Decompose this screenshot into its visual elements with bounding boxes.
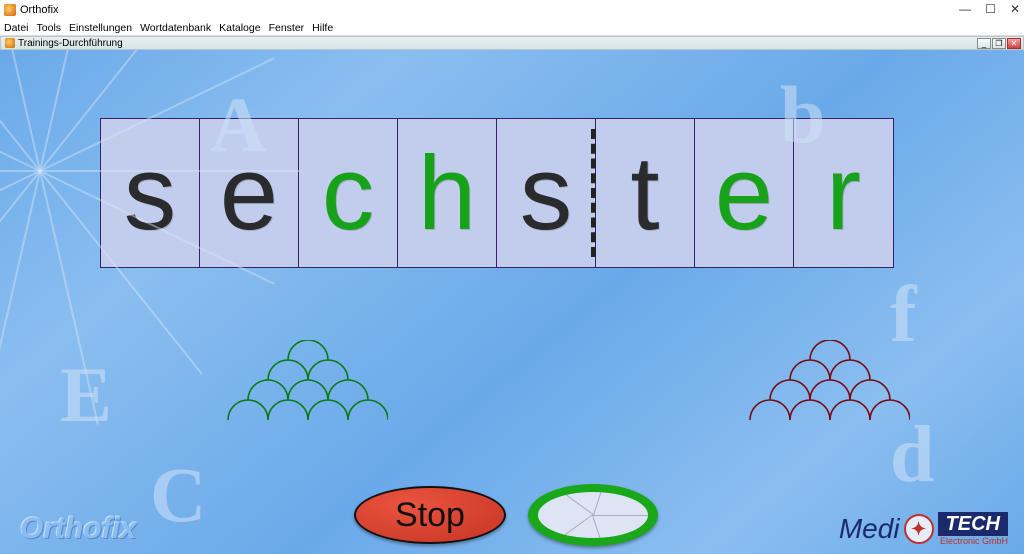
meditech-logo: Medi ✦ TECH Electronic GmbH	[839, 512, 1008, 546]
subwindow-titlebar: Trainings-Durchführung _ ❐ ✕	[0, 36, 1024, 50]
letter-tile[interactable]: c	[299, 119, 398, 267]
subwin-minimize-icon[interactable]: _	[977, 38, 991, 49]
menu-fenster[interactable]: Fenster	[269, 22, 305, 34]
stop-button-label: Stop	[395, 496, 465, 535]
arc-decoration	[218, 340, 388, 460]
subwindow-title: Trainings-Durchführung	[18, 38, 123, 49]
stop-button[interactable]: Stop	[354, 486, 506, 544]
meditech-tech: TECH	[938, 512, 1008, 536]
window-controls: — ☐ ✕	[959, 2, 1020, 16]
letter-tile[interactable]: t	[596, 119, 695, 267]
background-letter: A	[210, 80, 266, 170]
letter-glyph: r	[826, 141, 861, 246]
menu-wortdatenbank[interactable]: Wortdatenbank	[140, 22, 211, 34]
orthofix-logo: Orthofix	[20, 512, 137, 546]
letter-glyph: e	[715, 141, 773, 246]
letter-glyph: c	[322, 141, 375, 246]
background-ray	[40, 170, 300, 172]
arc-decoration	[740, 340, 910, 460]
close-icon[interactable]: ✕	[1010, 2, 1020, 16]
maximize-icon[interactable]: ☐	[985, 2, 996, 16]
background-ray	[0, 170, 40, 172]
app-icon	[4, 4, 16, 16]
background-ray	[0, 170, 41, 375]
letter-glyph: t	[630, 141, 659, 246]
menubar: Datei Tools Einstellungen Wortdatenbank …	[0, 20, 1024, 36]
progress-disc[interactable]	[528, 484, 658, 546]
letter-glyph: s	[124, 141, 177, 246]
background-ray	[39, 50, 99, 171]
letter-tile[interactable]: h	[398, 119, 497, 267]
subwin-maximize-icon[interactable]: ❐	[992, 38, 1006, 49]
letter-glyph: s	[520, 141, 573, 246]
subwindow-icon	[5, 38, 15, 48]
app-title: Orthofix	[20, 4, 59, 16]
menu-datei[interactable]: Datei	[4, 22, 29, 34]
progress-disc-inner	[538, 492, 648, 538]
app-titlebar: Orthofix — ☐ ✕	[0, 0, 1024, 20]
menu-hilfe[interactable]: Hilfe	[312, 22, 333, 34]
syllable-separator	[591, 129, 596, 257]
background-letter: E	[60, 350, 112, 440]
training-canvas: sechster Stop Orthofix Medi ✦ TECH Elect…	[0, 50, 1024, 554]
subwin-close-icon[interactable]: ✕	[1007, 38, 1021, 49]
background-letter: C	[150, 450, 206, 540]
letter-glyph: h	[418, 141, 476, 246]
minimize-icon[interactable]: —	[959, 2, 971, 16]
meditech-medi: Medi	[839, 513, 900, 545]
menu-kataloge[interactable]: Kataloge	[219, 22, 260, 34]
subwindow-controls: _ ❐ ✕	[977, 38, 1021, 49]
background-ray	[0, 171, 41, 425]
meditech-sub: Electronic GmbH	[938, 537, 1008, 546]
menu-einstellungen[interactable]: Einstellungen	[69, 22, 132, 34]
letter-tile[interactable]: s	[497, 119, 596, 267]
letter-tile[interactable]: s	[101, 119, 200, 267]
background-letter: b	[780, 68, 826, 162]
meditech-emblem-icon: ✦	[904, 514, 934, 544]
menu-tools[interactable]: Tools	[37, 22, 62, 34]
